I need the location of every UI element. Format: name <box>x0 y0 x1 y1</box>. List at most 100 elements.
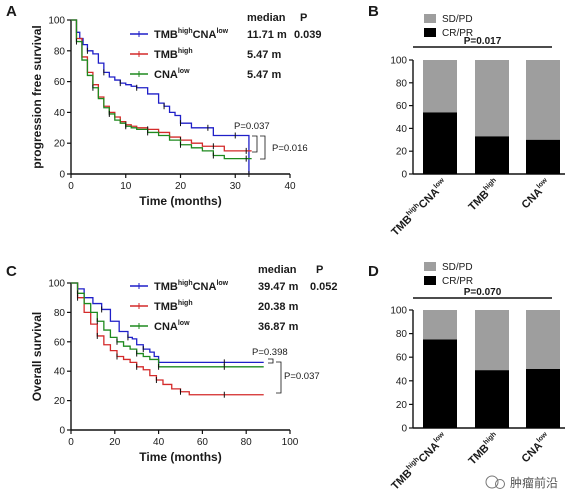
km-curve-1 <box>71 282 264 396</box>
y-tick-label: 20 <box>396 400 408 411</box>
x-tick-label: 80 <box>241 437 253 448</box>
y-tick-label: 60 <box>396 353 408 364</box>
category-label-1-part-1: high <box>482 431 497 446</box>
legend-label-2-part-0: CNA <box>154 69 178 81</box>
x-tick-label: 0 <box>68 181 74 192</box>
legend-swatch-1 <box>424 28 436 37</box>
category-label-2-part-0: CNA <box>520 186 545 211</box>
legend-median-1: 5.47 m <box>247 49 281 61</box>
y-tick-label: 80 <box>54 46 66 57</box>
panel-b-letter: B <box>368 3 379 20</box>
x-tick-label: 30 <box>230 181 242 192</box>
category-label-0-part-0: TMB <box>389 467 414 492</box>
panel-d-bar-response: D 020406080100SD/PDCR/PRP=0.070TMBhighCN… <box>368 262 565 493</box>
category-label-1-part-0: TMB <box>466 442 491 467</box>
km-curve-2 <box>71 19 252 160</box>
legend-median-0: 39.47 m <box>258 281 299 293</box>
y-tick-label: 100 <box>390 306 407 317</box>
p-bracket-1 <box>252 135 258 153</box>
panel-b-bar-response: B 020406080100SD/PDCR/PRP=0.017TMBhighCN… <box>368 3 565 239</box>
category-label-0: TMBhighCNAlow <box>389 177 451 239</box>
legend-label-2: CNAlow <box>154 320 190 333</box>
bar-crpr-0 <box>423 112 457 174</box>
panel-a-km-pfs: A 0 20 40 60 80 100 0 10 20 30 40 Time (months) prog… <box>6 3 322 208</box>
p-bracket-2 <box>260 135 266 160</box>
y-tick-label: 60 <box>54 77 66 88</box>
legend-label-0-part-0: TMB <box>154 281 178 293</box>
watermark-text: 肿瘤前沿 <box>510 475 558 490</box>
legend-label-1: TMBhigh <box>154 48 193 61</box>
legend-label-0: SD/PD <box>442 14 473 25</box>
category-label-1-part-0: TMB <box>466 188 491 213</box>
legend-label-0: TMBhighCNAlow <box>154 28 229 41</box>
legend-label-1-part-0: TMB <box>154 49 178 61</box>
bar-sdpd-1 <box>475 310 509 371</box>
wechat-icon <box>485 475 499 489</box>
category-label-1: TMBhigh <box>466 431 502 467</box>
legend-header-median: median <box>247 12 286 24</box>
bar-crpr-1 <box>475 370 509 428</box>
legend-median-2: 5.47 m <box>247 69 281 81</box>
y-tick-label: 0 <box>401 170 407 181</box>
legend-label-1: TMBhigh <box>154 300 193 313</box>
legend-label-0-part-1: high <box>178 280 193 287</box>
x-axis-title: Time (months) <box>139 450 221 464</box>
legend-label-1: CR/PR <box>442 276 473 287</box>
bar-sdpd-0 <box>423 60 457 113</box>
y-tick-label: 0 <box>59 170 65 181</box>
y-axis-title: Overall survival <box>30 312 44 401</box>
p-annotation-1: P=0.398 <box>252 347 288 358</box>
category-label-1: TMBhigh <box>466 177 502 213</box>
y-tick-label: 20 <box>54 139 66 150</box>
legend-label-1-part-1: high <box>178 48 193 55</box>
legend-label-1: CR/PR <box>442 28 473 39</box>
y-tick-label: 40 <box>396 124 408 135</box>
wechat-icon-small <box>495 479 505 489</box>
category-label-0-part-3: low <box>433 177 447 191</box>
y-tick-label: 40 <box>54 367 66 378</box>
legend-header-p: P <box>316 264 323 276</box>
watermark: 肿瘤前沿 <box>485 475 558 490</box>
y-tick-label: 0 <box>401 424 407 435</box>
y-tick-label: 80 <box>396 78 408 89</box>
bar-crpr-2 <box>526 369 560 428</box>
x-tick-label: 20 <box>175 181 187 192</box>
legend-label-1-part-1: high <box>178 300 193 307</box>
km-curve-1 <box>71 19 252 152</box>
legend-label-0-part-2: CNA <box>193 281 217 293</box>
p-annotation-2: P=0.016 <box>272 143 308 154</box>
y-tick-label: 0 <box>59 426 65 437</box>
legend-p-0: 0.039 <box>294 29 322 41</box>
y-tick-label: 60 <box>396 101 408 112</box>
legend-label-0-part-2: CNA <box>193 29 217 41</box>
legend-label-0-part-3: low <box>216 28 228 35</box>
p-bracket-2 <box>276 361 282 394</box>
x-tick-label: 40 <box>153 437 165 448</box>
y-tick-label: 20 <box>396 147 408 158</box>
legend-label-1-part-0: TMB <box>154 301 178 313</box>
legend-label-0: SD/PD <box>442 262 473 273</box>
legend-label-0-part-3: low <box>216 280 228 287</box>
legend-header-p: P <box>300 12 307 24</box>
y-tick-label: 80 <box>396 329 408 340</box>
y-tick-label: 20 <box>54 396 66 407</box>
bar-crpr-0 <box>423 339 457 428</box>
legend-median-1: 20.38 m <box>258 301 299 313</box>
x-tick-label: 0 <box>68 437 74 448</box>
km-curve-0 <box>71 19 250 174</box>
panel-c-letter: C <box>6 263 17 280</box>
significance-p: P=0.017 <box>464 36 502 47</box>
legend-header-median: median <box>258 264 297 276</box>
bar-sdpd-2 <box>526 310 560 369</box>
legend-label-2-part-1: low <box>178 320 190 327</box>
category-label-2-part-1: low <box>536 431 550 445</box>
significance-p: P=0.070 <box>464 287 502 298</box>
category-label-2: CNAlow <box>519 431 554 466</box>
legend-label-0-part-0: TMB <box>154 29 178 41</box>
category-label-1-part-1: high <box>482 177 497 192</box>
legend-p-0: 0.052 <box>310 281 338 293</box>
y-tick-label: 40 <box>396 376 408 387</box>
y-tick-label: 100 <box>48 16 65 27</box>
bar-sdpd-1 <box>475 60 509 137</box>
